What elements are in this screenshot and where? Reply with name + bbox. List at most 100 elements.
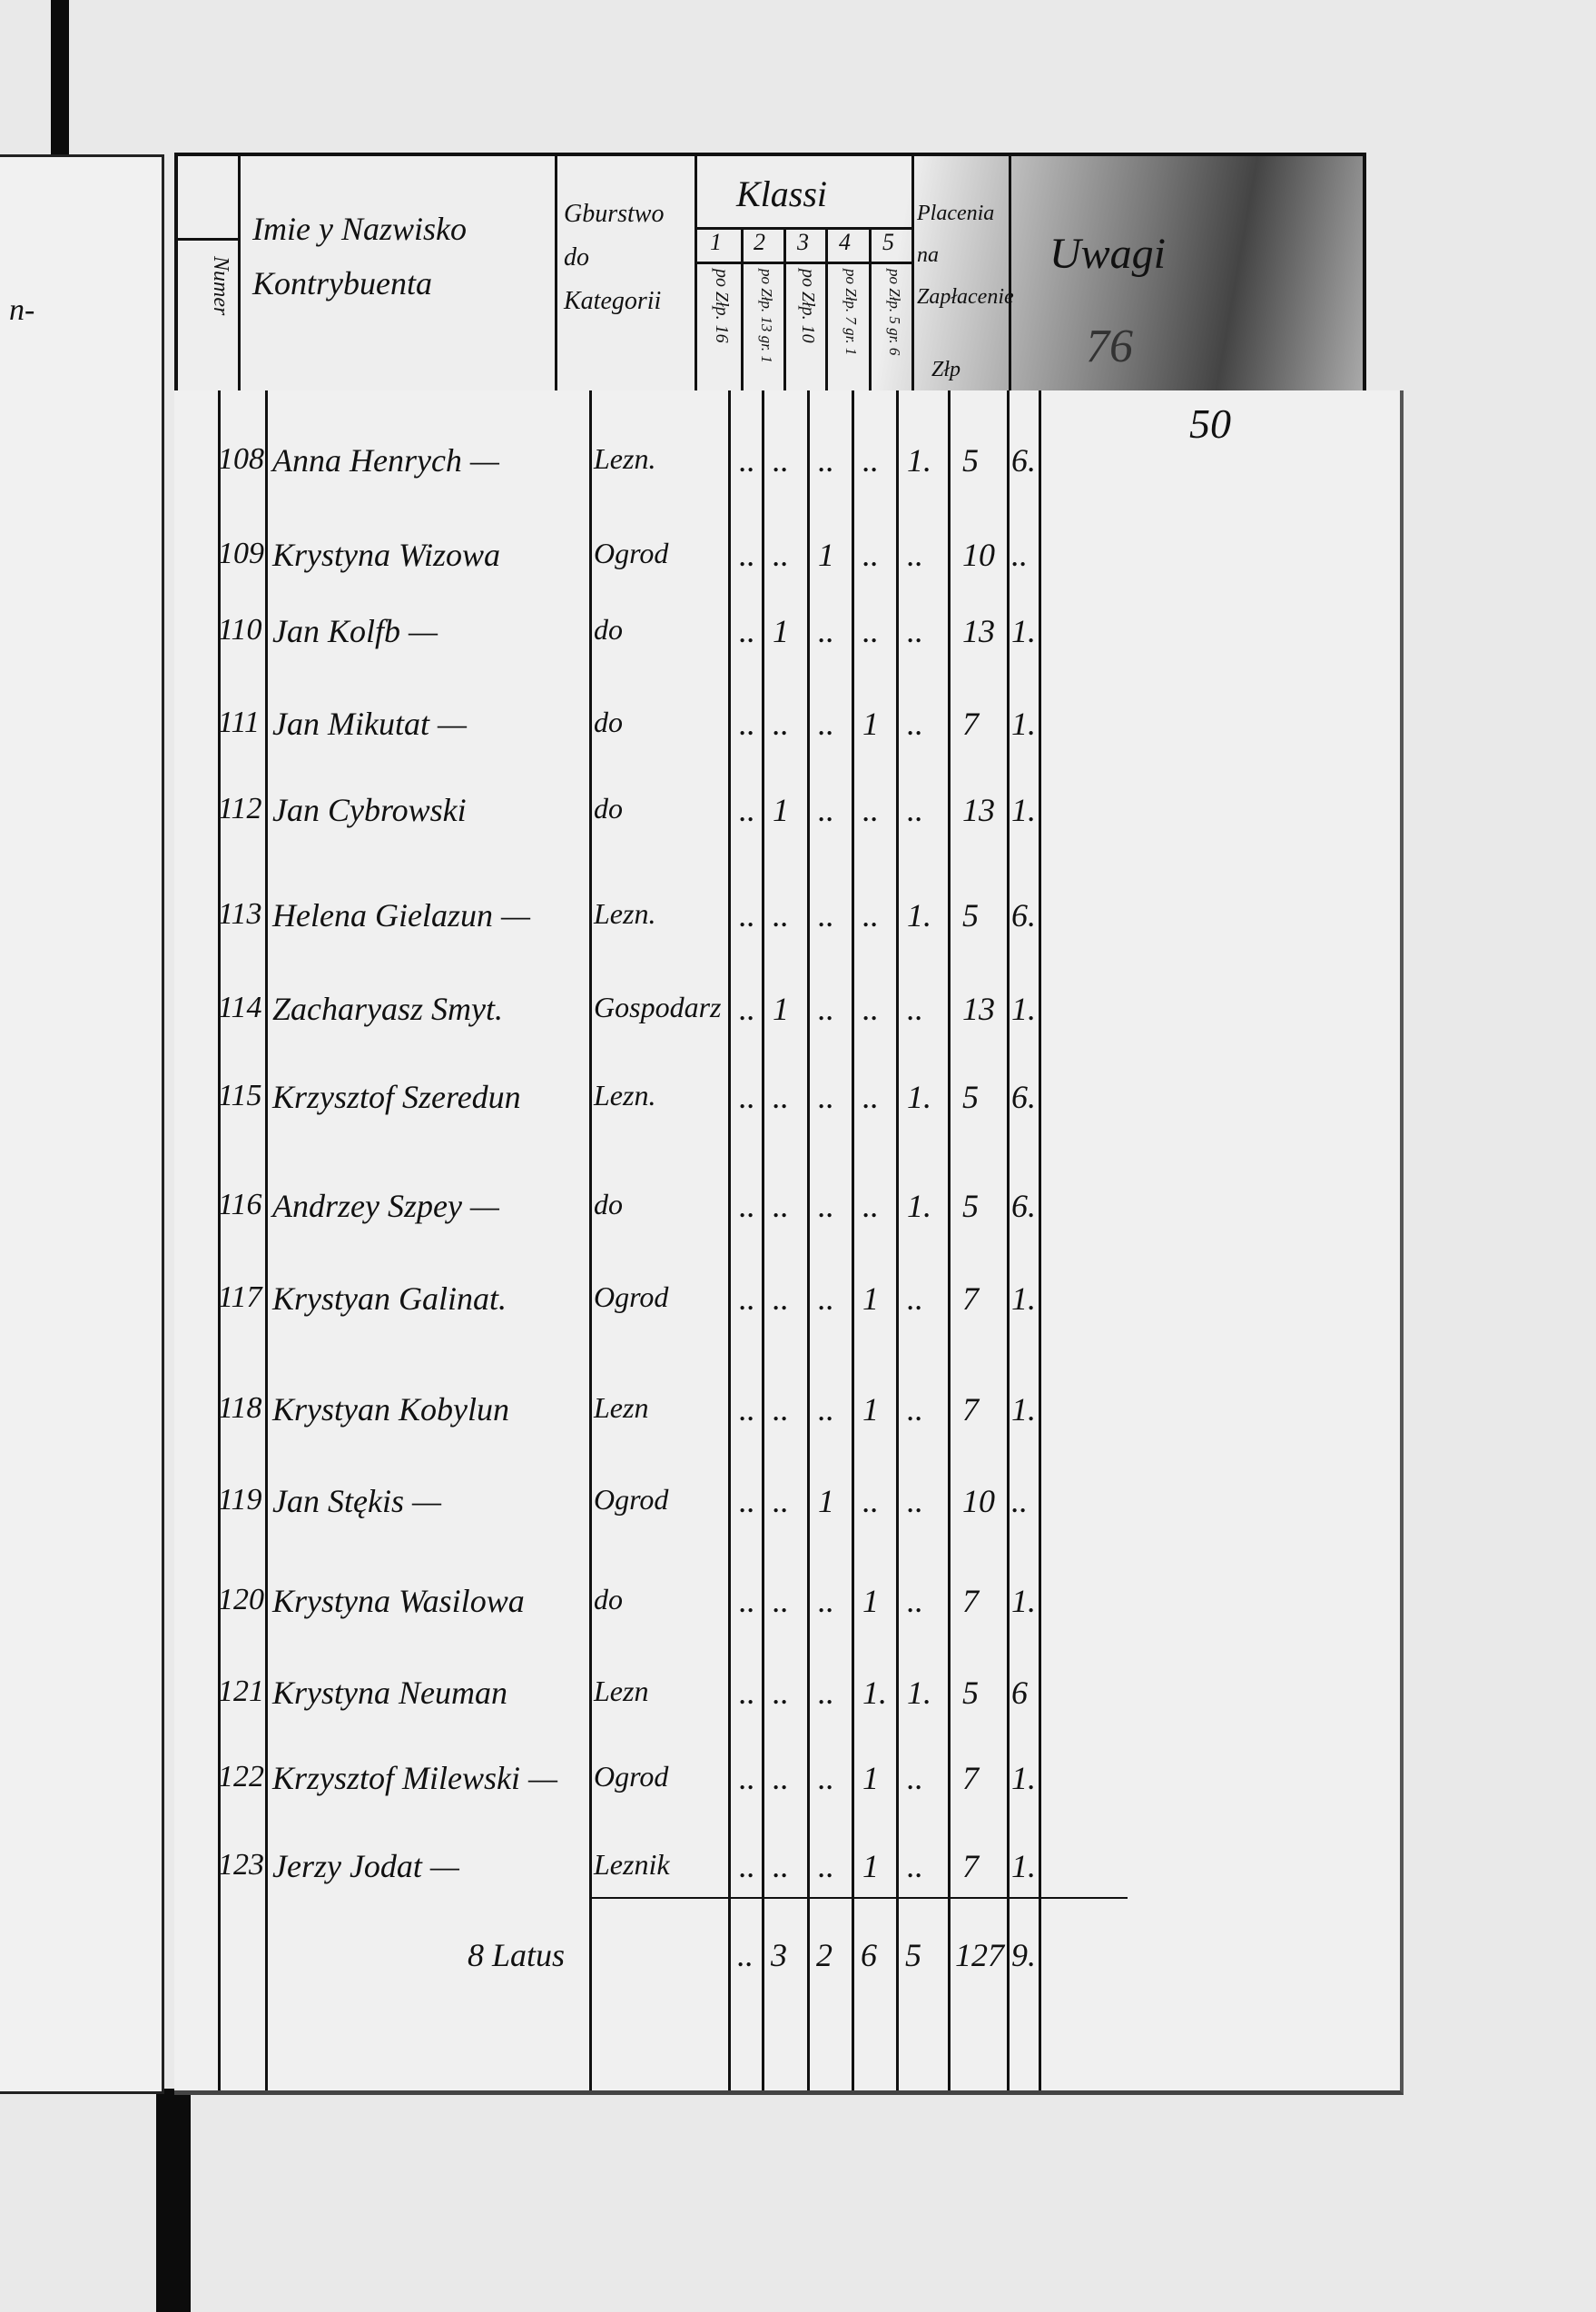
amount-gr: 1.	[1011, 792, 1036, 828]
klassi-2-value: ..	[773, 1675, 789, 1711]
page-number: 50	[1189, 400, 1231, 447]
klassi-4-value: 1	[862, 706, 879, 742]
klassi-4-value: ..	[862, 1483, 879, 1519]
contributor-name: Helena Gielazun —	[272, 897, 530, 934]
contributor-name: Anna Henrych —	[272, 442, 499, 479]
row-number: 113	[218, 897, 262, 931]
status: Lezn.	[594, 897, 656, 930]
contributor-name: Zacharyasz Smyt.	[272, 991, 503, 1027]
amount-gr: 1.	[1011, 613, 1036, 649]
row-number: 119	[218, 1483, 262, 1517]
amount-gr: 1.	[1011, 1760, 1036, 1796]
total-klassi-2: 3	[771, 1937, 787, 1973]
amount-zl: 5	[962, 897, 979, 934]
status: Lezn	[594, 1675, 649, 1707]
amount-zl: 13	[962, 613, 995, 649]
amount-gr: 1.	[1011, 991, 1036, 1027]
klassi-1-value: ..	[739, 1391, 755, 1428]
amount-zl: 10	[962, 1483, 995, 1519]
payment-unit: Złp	[931, 358, 961, 381]
amount-zl: 7	[962, 1391, 979, 1428]
klassi-2-value: ..	[773, 1079, 789, 1115]
total-label: 8 Latus	[468, 1937, 566, 1973]
klassi-4-value: 1	[862, 1583, 879, 1619]
amount-gr: 1.	[1011, 1391, 1036, 1428]
klassi-3-value: ..	[818, 1848, 834, 1884]
klassi-5-value: ..	[907, 1583, 923, 1619]
klassi-5-value: ..	[907, 1391, 923, 1428]
left-page-fragment: n-	[9, 293, 35, 327]
klassi-2-value: ..	[773, 706, 789, 742]
row-number: 111	[218, 706, 260, 739]
klassi-2-value: ..	[773, 442, 789, 479]
klassi-rate-3: po Złp. 10	[798, 269, 818, 343]
binding-strip-bottom	[156, 2089, 191, 2312]
klassi-1-value: ..	[739, 1079, 755, 1115]
klassi-4-value: ..	[862, 613, 879, 649]
klassi-1-value: ..	[739, 613, 755, 649]
total-klassi-1: ..	[737, 1937, 754, 1973]
contributor-name: Jan Cybrowski	[272, 792, 467, 828]
contributor-name: Krystyna Wasilowa	[272, 1583, 525, 1619]
klassi-1-value: ..	[739, 442, 755, 479]
klassi-5-value: ..	[907, 1848, 923, 1884]
klassi-2-value: ..	[773, 1280, 789, 1317]
total-klassi-5: 5	[905, 1937, 921, 1973]
contributor-name: Jan Kolfb —	[272, 613, 438, 649]
klassi-num-3: 3	[797, 229, 809, 255]
contributor-name: Jan Stękis —	[272, 1483, 441, 1519]
contributor-name: Krystyan Kobylun	[272, 1391, 509, 1428]
amount-gr: 1.	[1011, 1583, 1036, 1619]
amount-zl: 7	[962, 706, 979, 742]
klassi-3-value: ..	[818, 613, 834, 649]
klassi-3-value: 1	[818, 537, 834, 573]
klassi-1-value: ..	[739, 537, 755, 573]
klassi-rate-5: po Złp. 5 gr. 6	[886, 269, 903, 356]
klassi-4-value: ..	[862, 991, 879, 1027]
klassi-2-value: ..	[773, 1188, 789, 1224]
amount-gr: 6.	[1011, 897, 1036, 934]
klassi-2-value: ..	[773, 1483, 789, 1519]
klassi-5-value: ..	[907, 1760, 923, 1796]
klassi-num-2: 2	[754, 229, 765, 255]
klassi-header: Klassi	[736, 173, 828, 214]
total-klassi-3: 2	[816, 1937, 832, 1973]
amount-zl: 7	[962, 1760, 979, 1796]
status: do	[594, 706, 623, 738]
ledger-page: 50 108 Anna Henrych — Lezn......... 1. 5 6. 10…	[174, 390, 1404, 2095]
number-header: Numer	[209, 256, 232, 316]
klassi-5-value: ..	[907, 537, 923, 573]
status: do	[594, 613, 623, 646]
klassi-5-value: ..	[907, 613, 923, 649]
klassi-5-value: ..	[907, 1280, 923, 1317]
status: Lezn	[594, 1391, 649, 1424]
status: Ogrod	[594, 537, 669, 569]
klassi-3-value: ..	[818, 1079, 834, 1115]
total-gr: 9.	[1011, 1937, 1036, 1973]
contributor-name: Jerzy Jodat —	[272, 1848, 459, 1884]
row-number: 110	[218, 613, 262, 647]
klassi-rate-4: po Złp. 7 gr. 1	[842, 269, 860, 356]
contributor-name: Jan Mikutat —	[272, 706, 467, 742]
amount-zl: 10	[962, 537, 995, 573]
amount-gr: 6.	[1011, 1188, 1036, 1224]
status: Ogrod	[594, 1280, 669, 1313]
klassi-3-value: ..	[818, 792, 834, 828]
row-number: 118	[218, 1391, 262, 1425]
row-number: 112	[218, 792, 262, 825]
klassi-4-value: 1	[862, 1848, 879, 1884]
status: Lezn.	[594, 1079, 656, 1112]
klassi-num-4: 4	[839, 229, 851, 255]
klassi-5-value: 1.	[907, 1188, 931, 1224]
amount-zl: 5	[962, 1675, 979, 1711]
klassi-2-value: ..	[773, 1848, 789, 1884]
klassi-3-value: ..	[818, 442, 834, 479]
klassi-3-value: ..	[818, 1583, 834, 1619]
total-klassi-4: 6	[861, 1937, 877, 1973]
row-number: 108	[218, 442, 264, 476]
klassi-4-value: 1	[862, 1760, 879, 1796]
klassi-2-value: 1	[773, 792, 789, 828]
klassi-3-value: ..	[818, 897, 834, 934]
klassi-5-value: 1.	[907, 442, 931, 479]
klassi-2-value: ..	[773, 1391, 789, 1428]
